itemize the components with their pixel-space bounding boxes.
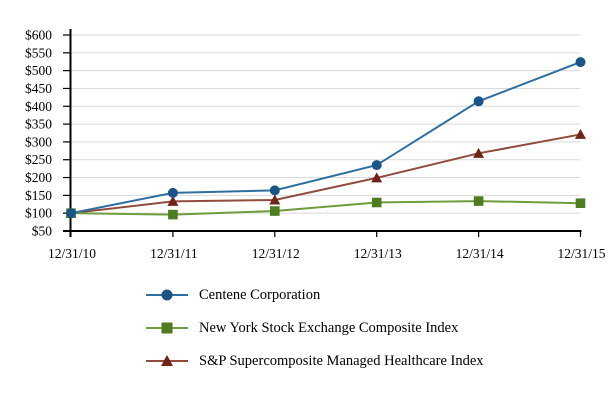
y-axis-label: $250 — [25, 152, 52, 167]
y-axis-label: $100 — [25, 206, 52, 221]
legend-marker-triangle-icon — [146, 355, 188, 366]
y-axis-label: $200 — [25, 170, 52, 185]
legend-marker-square-icon — [146, 322, 188, 334]
legend-label: New York Stock Exchange Composite Index — [199, 319, 459, 336]
chart-legend: Centene Corporation New York Stock Exchan… — [146, 286, 484, 388]
data-point-triangle — [167, 195, 179, 206]
data-point-triangle — [269, 194, 281, 205]
data-point-circle — [473, 96, 484, 107]
series-line-circle — [70, 61, 581, 215]
data-point-triangle — [473, 147, 485, 158]
data-point-square — [270, 206, 280, 216]
series-line-triangle — [70, 133, 581, 215]
performance-line-chart: $50 $100 $150 $200 $250 $300 $350 $400 $450 $500 $… — [25, 28, 606, 262]
legend-item: New York Stock Exchange Composite Index — [146, 319, 484, 336]
data-point-circle — [269, 185, 280, 196]
y-axis-label: $150 — [25, 188, 52, 203]
legend-item: Centene Corporation — [146, 286, 484, 303]
data-point-circle — [371, 160, 382, 171]
data-point-circle — [66, 208, 76, 219]
data-point-circle — [167, 187, 178, 198]
x-axis-label: 12/31/11 — [150, 246, 198, 261]
data-point-square — [473, 196, 484, 206]
x-axis-label: 12/31/14 — [456, 246, 504, 261]
x-axis-label: 12/31/10 — [48, 246, 96, 261]
data-point-square — [168, 209, 178, 220]
legend-label: Centene Corporation — [199, 286, 321, 303]
y-axis-label: $450 — [25, 81, 52, 96]
data-point-square — [575, 198, 586, 209]
legend-marker-circle-icon — [146, 289, 188, 301]
data-point-triangle — [371, 172, 383, 183]
y-axis-label: $350 — [25, 117, 52, 132]
y-axis-label: $600 — [25, 28, 52, 43]
x-axis-label: 12/31/13 — [354, 246, 402, 261]
y-axis-label: $550 — [25, 45, 52, 60]
data-point-triangle — [575, 128, 586, 139]
legend-item: S&P Supercomposite Managed Healthcare In… — [146, 352, 484, 369]
y-axis-label: $500 — [25, 63, 52, 78]
legend-label: S&P Supercomposite Managed Healthcare In… — [199, 352, 484, 369]
y-axis-label: $400 — [25, 99, 52, 114]
data-point-square — [371, 197, 382, 208]
y-axis-label: $300 — [25, 134, 52, 149]
data-point-circle — [575, 57, 586, 68]
x-axis-label: 12/31/12 — [252, 246, 300, 261]
y-axis-label: $50 — [32, 224, 53, 239]
x-axis-label: 12/31/15 — [557, 246, 605, 261]
series-line-square — [70, 200, 581, 216]
